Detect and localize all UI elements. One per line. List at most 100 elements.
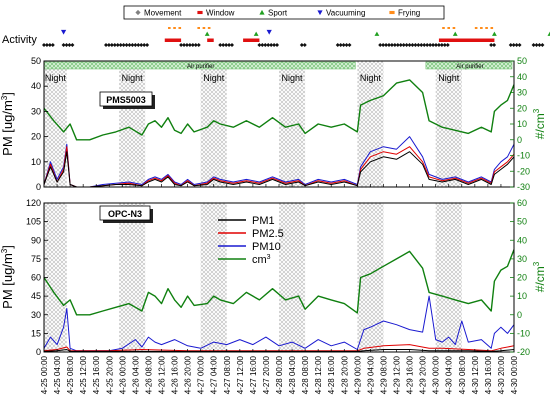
activity-sport-mark	[204, 31, 210, 36]
activity-movement-mark	[514, 43, 519, 47]
activity-movement-mark	[112, 43, 117, 47]
panel-pms5003-axes: 0 10 20 30 40 50 -30 -20 -10 0 10 20 30 40 50	[31, 56, 530, 192]
xtick-label: 4-25 08:00	[66, 355, 75, 394]
activity-movement-mark	[540, 43, 545, 47]
activity-frying-mark	[442, 27, 445, 29]
activity-movement-mark	[386, 43, 391, 47]
xtick-label: 4-28 20:00	[340, 355, 349, 394]
activity-movement-mark	[431, 43, 436, 47]
night-band	[435, 61, 462, 187]
series-legend-label-pm10: PM10	[252, 241, 281, 253]
xtick-label: 4-30 20:00	[497, 355, 506, 394]
legend-label-vacuuming: Vacuuming	[326, 9, 365, 18]
night-band	[279, 203, 306, 352]
activity-movement-mark	[115, 43, 120, 47]
legend-marker-movement	[135, 9, 141, 16]
y2tick-label: 20	[517, 273, 527, 283]
xtick-label: 4-28 08:00	[301, 355, 310, 394]
activity-movement-mark	[139, 43, 144, 47]
activity-movement-mark	[136, 43, 141, 47]
series-line-pm10	[44, 295, 514, 352]
activity-movement-mark	[378, 43, 383, 47]
legend-label-window: Window	[206, 9, 235, 18]
activity-movement-mark	[127, 43, 132, 47]
activity-movement-mark	[64, 43, 69, 47]
ytick-label: 75	[31, 254, 41, 264]
activity-movement-mark	[118, 43, 123, 47]
activity-movement-mark	[398, 43, 403, 47]
legend-label-sport: Sport	[268, 9, 288, 18]
activity-movement-mark	[109, 43, 114, 47]
activity-movement-mark	[257, 43, 262, 47]
series-legend-label-pm25: PM2.5	[252, 228, 284, 240]
y2tick-label: 50	[517, 217, 527, 227]
ytick-label: 105	[26, 217, 41, 227]
activity-movement-mark	[433, 43, 438, 47]
night-label: Night	[360, 73, 382, 83]
activity-movement-mark	[260, 43, 265, 47]
ytick-label: 45	[31, 291, 41, 301]
activity-strip: Movement Window Sport Vacuuming Frying Activ…	[2, 5, 550, 47]
ytick-label: 50	[31, 56, 41, 66]
activity-movement-mark	[436, 43, 441, 47]
activity-movement-mark	[422, 43, 427, 47]
activity-movement-mark	[47, 43, 52, 47]
night-band	[44, 203, 67, 352]
xtick-label: 4-30 04:00	[445, 355, 454, 394]
legend-label-movement: Movement	[144, 9, 182, 18]
xtick-label: 4-26 08:00	[144, 355, 153, 394]
series-line-cm3	[44, 249, 514, 316]
activity-movement-mark	[44, 43, 49, 47]
legend-marker-frying	[389, 10, 395, 15]
activity-frying-mark	[474, 27, 478, 29]
air-purifier-bar	[425, 61, 513, 70]
ytick-label: 30	[31, 310, 41, 320]
activity-movement-mark	[537, 43, 542, 47]
activity-movement-mark	[193, 43, 198, 47]
activity-window-bar	[207, 38, 214, 42]
y2tick-label: 20	[517, 103, 527, 113]
activity-movement-mark	[121, 43, 126, 47]
activity-movement-mark	[218, 43, 223, 47]
activity-movement-mark	[344, 43, 349, 47]
series-line-cm3	[44, 79, 514, 141]
activity-movement-mark	[395, 43, 400, 47]
xtick-label: 4-29 16:00	[406, 355, 415, 394]
activity-movement-mark	[416, 43, 421, 47]
activity-movement-mark	[384, 43, 389, 47]
activity-movement-mark	[104, 43, 109, 47]
xtick-label: 4-26 12:00	[158, 355, 167, 394]
activity-movement-mark	[187, 43, 192, 47]
activity-legend: Movement Window Sport Vacuuming Frying	[135, 9, 420, 18]
activity-movement-mark	[190, 43, 195, 47]
xtick-label: 4-25 16:00	[92, 355, 101, 394]
activity-movement-mark	[442, 43, 447, 47]
activity-movement-mark	[130, 43, 135, 47]
ytick-label: 15	[31, 328, 41, 338]
xtick-label: 4-26 20:00	[184, 355, 193, 394]
activity-legend-box	[123, 5, 445, 20]
activity-movement-mark	[419, 43, 424, 47]
night-label: Night	[122, 73, 144, 83]
activity-frying-mark	[480, 27, 483, 29]
activity-movement-mark	[67, 43, 72, 47]
activity-movement-mark	[531, 43, 536, 47]
xtick-label: 4-27 16:00	[249, 355, 258, 394]
night-band	[279, 61, 306, 187]
y2tick-label: -30	[517, 182, 530, 192]
panel-pms5003-ylabel: PM [ug/m3]	[0, 92, 15, 156]
activity-sport-mark	[492, 31, 497, 36]
activity-movement-mark	[389, 43, 394, 47]
night-band	[119, 203, 146, 352]
ytick-label: 10	[31, 157, 41, 167]
y2tick-label: 50	[517, 56, 527, 66]
activity-movement-mark	[70, 43, 75, 47]
activity-sport-mark	[452, 31, 458, 36]
xtick-label: 4-25 12:00	[79, 355, 88, 394]
xtick-label: 4-27 08:00	[223, 355, 232, 394]
activity-movement-mark	[517, 43, 522, 47]
ytick-label: 120	[26, 198, 41, 208]
legend-marker-vacuuming	[317, 10, 323, 16]
activity-frying-mark	[490, 27, 494, 29]
